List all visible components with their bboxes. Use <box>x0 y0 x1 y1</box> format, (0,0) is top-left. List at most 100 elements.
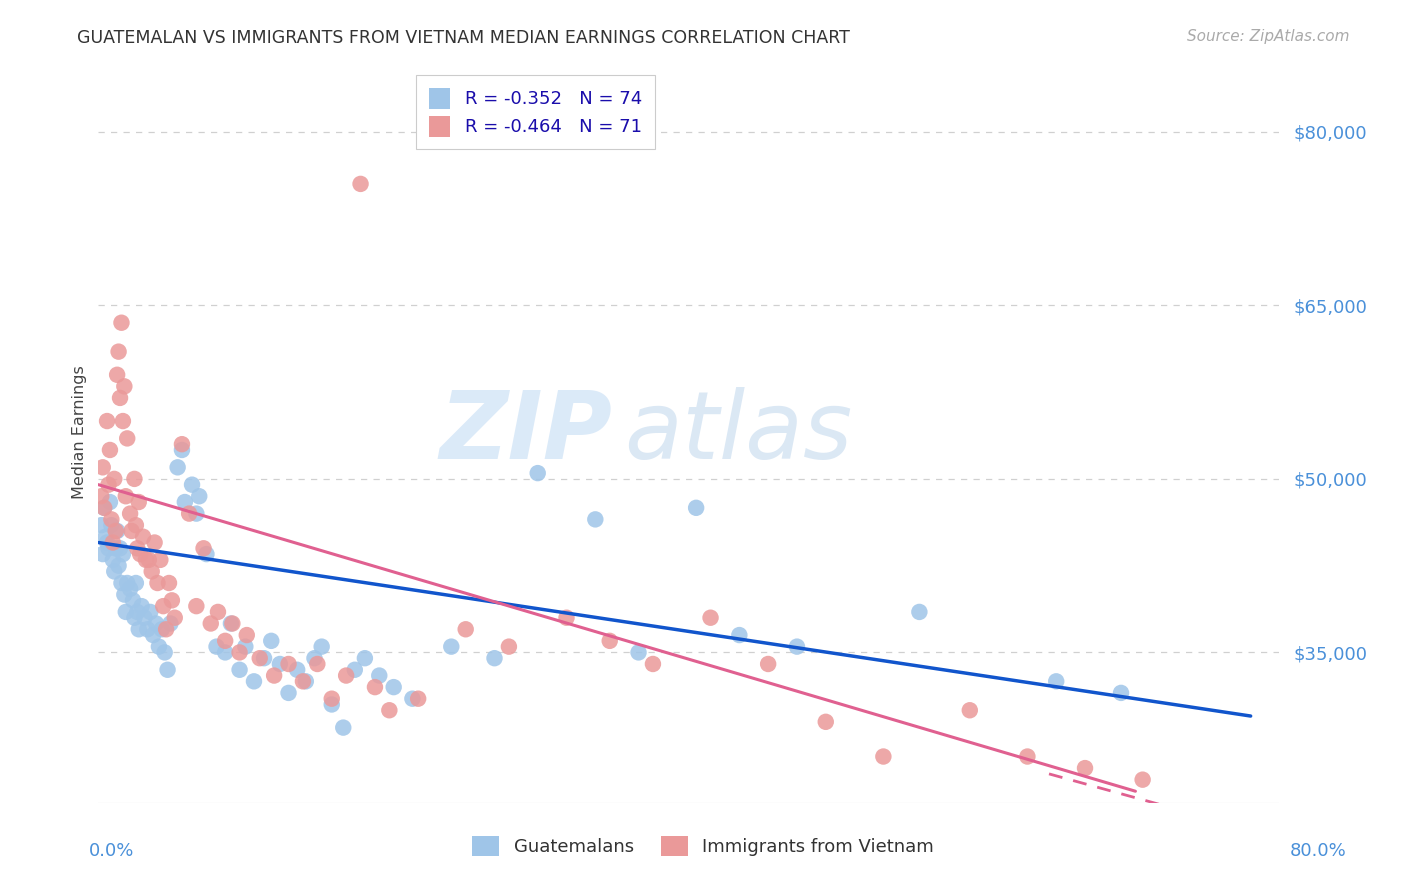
Point <box>221 616 243 631</box>
Point <box>152 599 174 614</box>
Point <box>112 588 135 602</box>
Point <box>756 657 779 671</box>
Point <box>166 460 188 475</box>
Point <box>103 565 125 579</box>
Point <box>160 593 183 607</box>
Point <box>125 576 148 591</box>
Point <box>583 512 606 526</box>
Point <box>349 177 371 191</box>
Point <box>699 610 721 624</box>
Point <box>249 651 271 665</box>
Point <box>498 640 520 654</box>
Point <box>1045 674 1067 689</box>
Point <box>97 477 120 491</box>
Point <box>307 657 329 671</box>
Point <box>104 524 127 538</box>
Point <box>368 668 391 682</box>
Point <box>277 657 299 671</box>
Point <box>100 512 122 526</box>
Point <box>91 460 114 475</box>
Point <box>97 541 120 556</box>
Y-axis label: Median Earnings: Median Earnings <box>72 366 87 500</box>
Point <box>260 633 283 648</box>
Point <box>354 651 377 665</box>
Point <box>105 524 128 538</box>
Point <box>269 657 291 671</box>
Point <box>786 640 808 654</box>
Point <box>98 495 121 509</box>
Point <box>90 489 112 503</box>
Point <box>186 507 208 521</box>
Point <box>115 576 138 591</box>
Point <box>195 547 218 561</box>
Point <box>193 541 215 556</box>
Point <box>311 640 333 654</box>
Point <box>98 442 121 457</box>
Point <box>129 547 152 561</box>
Point <box>163 610 186 624</box>
Point <box>454 622 477 636</box>
Point <box>188 489 211 503</box>
Point <box>243 674 266 689</box>
Point <box>170 437 193 451</box>
Point <box>121 524 143 538</box>
Point <box>101 553 124 567</box>
Point <box>112 379 135 393</box>
Point <box>685 500 707 515</box>
Point <box>90 518 112 533</box>
Point <box>94 530 117 544</box>
Text: Source: ZipAtlas.com: Source: ZipAtlas.com <box>1187 29 1350 45</box>
Point <box>93 500 115 515</box>
Point <box>145 616 167 631</box>
Text: ZIP: ZIP <box>439 386 612 479</box>
Point <box>134 610 156 624</box>
Point <box>627 645 650 659</box>
Point <box>263 668 285 682</box>
Point <box>135 553 157 567</box>
Point <box>728 628 751 642</box>
Point <box>332 721 354 735</box>
Point <box>555 610 578 624</box>
Point <box>100 518 122 533</box>
Point <box>253 651 276 665</box>
Point <box>131 599 153 614</box>
Point <box>1074 761 1097 775</box>
Point <box>1109 686 1132 700</box>
Point <box>382 680 405 694</box>
Point <box>110 576 132 591</box>
Point <box>127 541 149 556</box>
Point <box>93 500 115 515</box>
Legend: Guatemalans, Immigrants from Vietnam: Guatemalans, Immigrants from Vietnam <box>465 829 941 863</box>
Point <box>107 344 129 359</box>
Text: 80.0%: 80.0% <box>1291 842 1347 860</box>
Point <box>138 553 160 567</box>
Point <box>236 628 259 642</box>
Point <box>114 489 136 503</box>
Point <box>170 442 193 457</box>
Point <box>91 547 114 561</box>
Point <box>107 558 129 573</box>
Point <box>295 674 318 689</box>
Point <box>285 663 308 677</box>
Point <box>205 640 228 654</box>
Legend: R = -0.352   N = 74, R = -0.464   N = 71: R = -0.352 N = 74, R = -0.464 N = 71 <box>416 75 655 149</box>
Point <box>277 686 299 700</box>
Point <box>104 541 127 556</box>
Point <box>120 507 142 521</box>
Point <box>108 541 131 556</box>
Point <box>128 495 150 509</box>
Point <box>139 605 162 619</box>
Point <box>120 582 142 596</box>
Point <box>142 628 165 642</box>
Point <box>343 663 366 677</box>
Point <box>1132 772 1154 787</box>
Point <box>132 530 155 544</box>
Point <box>228 663 250 677</box>
Point <box>214 633 236 648</box>
Point <box>125 518 148 533</box>
Point <box>872 749 894 764</box>
Point <box>219 616 242 631</box>
Point <box>148 640 170 654</box>
Text: atlas: atlas <box>624 387 852 478</box>
Point <box>959 703 981 717</box>
